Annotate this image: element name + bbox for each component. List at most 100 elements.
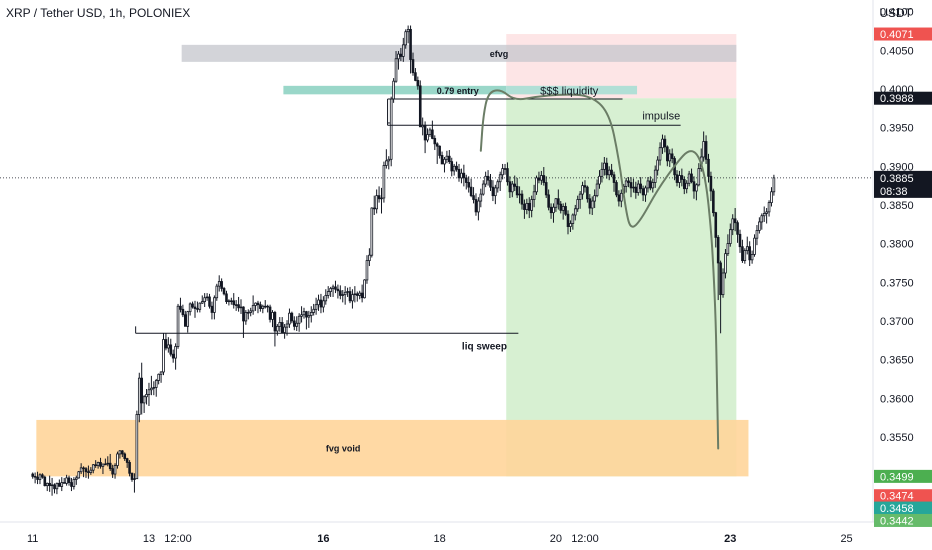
- candle: [183, 310, 187, 327]
- candle: [111, 464, 114, 478]
- candle: [469, 178, 473, 198]
- x-tick-label: 18: [434, 533, 446, 545]
- price-tag: [874, 489, 932, 503]
- candle: [205, 293, 209, 301]
- candle: [423, 121, 427, 154]
- candle: [94, 460, 97, 468]
- fvg-void-label: fvg void: [326, 443, 361, 453]
- candle: [48, 475, 51, 492]
- candle: [208, 293, 211, 309]
- candle: [598, 170, 601, 189]
- candle: [702, 131, 705, 162]
- candle: [87, 465, 90, 479]
- candle: [600, 162, 604, 183]
- candle: [564, 202, 567, 216]
- candle: [530, 195, 533, 218]
- candle: [401, 37, 405, 62]
- drawing-layer: [36, 34, 749, 477]
- candle: [445, 150, 449, 164]
- candle: [106, 456, 110, 467]
- candle: [636, 180, 640, 196]
- candle: [416, 76, 420, 90]
- candle: [305, 310, 308, 330]
- projection-path[interactable]: [479, 89, 720, 450]
- candle: [411, 52, 415, 76]
- candle: [232, 293, 236, 309]
- candle: [498, 171, 502, 192]
- candle: [719, 260, 722, 334]
- liquidity-zone[interactable]: [506, 85, 638, 95]
- entry-label: 0.79 entry: [437, 86, 479, 96]
- candle: [346, 287, 349, 297]
- fvg-void-zone[interactable]: [36, 419, 749, 477]
- candle: [280, 317, 284, 334]
- candle: [632, 178, 635, 193]
- price-tag: [874, 513, 932, 527]
- candle: [544, 176, 548, 198]
- y-tick-label: 0.4050: [880, 45, 914, 57]
- candle: [140, 362, 144, 415]
- candle: [188, 302, 192, 316]
- candle: [576, 195, 579, 212]
- candle: [239, 299, 243, 314]
- price-tag: [874, 91, 932, 105]
- efvg-zone[interactable]: [181, 44, 737, 62]
- candle: [578, 191, 582, 209]
- candle: [133, 473, 136, 493]
- candle: [682, 176, 686, 195]
- candle: [503, 163, 507, 175]
- y-tick-label: 0.3550: [880, 432, 914, 444]
- candle: [152, 381, 156, 396]
- candle: [319, 293, 323, 314]
- y-tick-label: 0.3650: [880, 355, 914, 367]
- target-zone[interactable]: [506, 98, 737, 477]
- candle: [353, 286, 357, 303]
- candle: [164, 333, 168, 351]
- candle: [360, 284, 364, 303]
- candle: [617, 190, 621, 207]
- candle: [716, 235, 720, 301]
- candle: [624, 177, 628, 193]
- candle: [520, 190, 524, 210]
- candle: [203, 293, 206, 308]
- price-tag-label: 0.4071: [880, 29, 914, 41]
- candle: [336, 284, 340, 299]
- candle: [435, 142, 439, 164]
- candle: [566, 210, 570, 235]
- candle: [484, 171, 487, 188]
- candle: [588, 194, 592, 215]
- candle: [118, 450, 122, 459]
- candle: [145, 388, 148, 405]
- candle: [680, 168, 684, 187]
- candle: [99, 457, 102, 469]
- candle: [329, 286, 332, 297]
- candle: [33, 472, 37, 484]
- candle: [91, 464, 95, 474]
- candle: [331, 284, 335, 297]
- candle: [494, 184, 497, 205]
- y-tick-label: 0.3700: [880, 316, 914, 328]
- candle: [82, 466, 85, 478]
- candle: [406, 25, 410, 44]
- x-tick-label: 11: [27, 533, 38, 545]
- candle: [358, 290, 361, 300]
- candle: [101, 463, 105, 475]
- candle: [200, 295, 204, 304]
- candle: [50, 477, 54, 496]
- candle: [387, 156, 391, 170]
- symbol-title[interactable]: XRP / Tether USD, 1h, POLONIEX: [6, 6, 191, 20]
- candle: [697, 163, 701, 187]
- candle: [75, 475, 78, 485]
- candle: [210, 301, 214, 320]
- candle: [130, 472, 134, 482]
- candle: [559, 201, 563, 214]
- candle: [135, 410, 139, 480]
- candle: [472, 187, 475, 204]
- candle: [312, 303, 315, 316]
- price-tag-label: 0.3442: [880, 515, 914, 527]
- candle: [448, 150, 451, 164]
- candle: [561, 203, 565, 220]
- candle: [227, 299, 231, 306]
- candle: [549, 203, 553, 219]
